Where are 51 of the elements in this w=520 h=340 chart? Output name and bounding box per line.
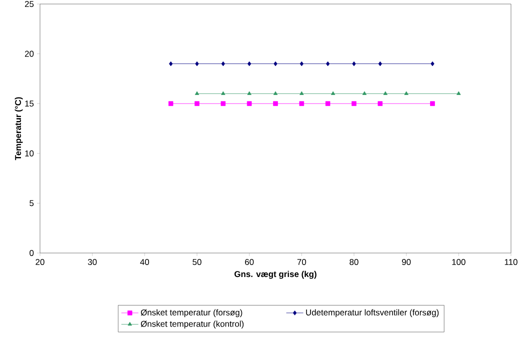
point: [300, 61, 304, 66]
x-axis-title: Gns. vægt grise (kg): [234, 270, 316, 279]
point: [378, 61, 382, 66]
x-tick-label: 30: [88, 259, 97, 266]
point: [362, 91, 367, 95]
y-tick-label: 15: [25, 100, 34, 107]
point: [246, 101, 252, 106]
point: [378, 101, 383, 106]
point: [194, 91, 200, 95]
x-tick-label: 100: [452, 259, 466, 266]
point: [383, 91, 388, 95]
point: [274, 61, 278, 66]
x-tick-label: 20: [36, 259, 44, 266]
point: [194, 101, 200, 106]
point: [352, 101, 356, 106]
x-tick-label: 110: [504, 259, 518, 266]
x-tick-label: 80: [350, 259, 358, 266]
point: [195, 61, 199, 66]
point: [221, 61, 226, 66]
point: [430, 61, 434, 66]
y-tick-label: 20: [24, 50, 34, 57]
x-tick-label: 90: [402, 259, 411, 266]
point: [326, 61, 330, 66]
point: [330, 91, 336, 95]
legend-label: Udetemperatur loftsventiler (forsøg): [306, 309, 439, 318]
x-tick-label: 40: [140, 259, 150, 266]
legend-label: Ønsket temperatur (kontrol): [140, 320, 244, 329]
y-tick-label: 0: [30, 250, 34, 256]
point: [352, 61, 356, 66]
point: [247, 91, 252, 95]
point: [299, 101, 304, 106]
point: [247, 61, 252, 66]
point: [456, 91, 461, 95]
point: [300, 91, 304, 95]
x-tick-label: 50: [192, 259, 202, 266]
y-tick-label: 25: [24, 1, 34, 7]
legend-label: Ønsket temperatur (forsøg): [140, 309, 242, 318]
point: [325, 101, 330, 106]
x-tick-label: 70: [297, 259, 306, 266]
y-tick-label: 5: [30, 200, 34, 206]
point: [404, 91, 408, 95]
point: [168, 101, 174, 106]
point: [273, 101, 278, 106]
x-tick-label: 60: [245, 259, 254, 266]
point: [220, 101, 226, 106]
point: [430, 101, 435, 106]
y-axis-title: Temperatur (°C): [14, 97, 23, 160]
point: [273, 91, 278, 95]
point: [221, 91, 226, 95]
y-tick-label: 10: [25, 150, 34, 156]
point: [168, 61, 173, 66]
